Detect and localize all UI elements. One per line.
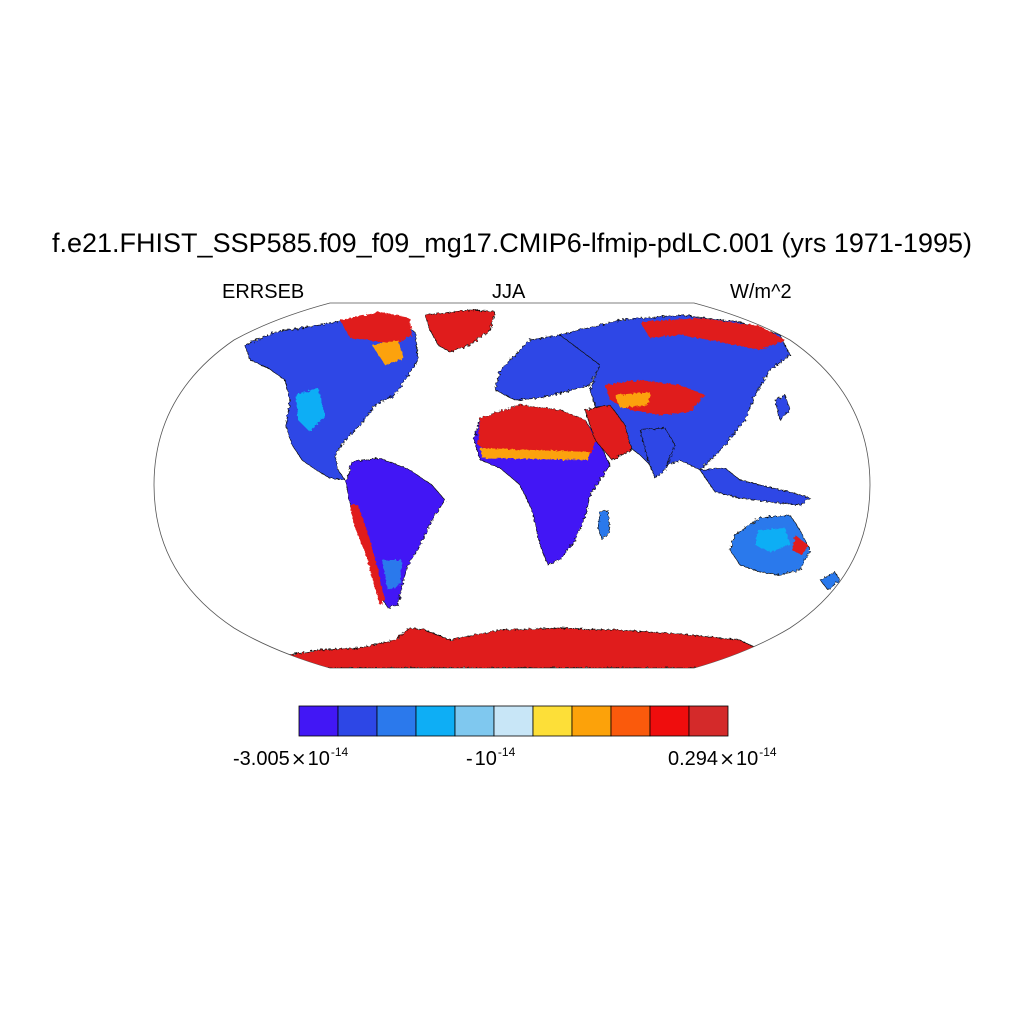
colorbar-box-3 bbox=[415, 705, 456, 737]
colorbar-box-2 bbox=[376, 705, 417, 737]
south-america-south bbox=[382, 560, 402, 590]
season-label: JJA bbox=[492, 281, 526, 303]
colorbar-box-9 bbox=[649, 705, 690, 737]
colorbar-box-5 bbox=[493, 705, 534, 737]
south-america-west bbox=[350, 505, 385, 605]
colorbar-box-8 bbox=[610, 705, 651, 737]
colorbar-label-max: 0.294×10-14 bbox=[668, 745, 777, 770]
sahara bbox=[478, 405, 596, 455]
colorbar-label-min: -3.005×10-14 bbox=[233, 745, 349, 770]
colorbar-box-1 bbox=[337, 705, 378, 737]
greenland bbox=[424, 309, 496, 353]
north-america-arctic bbox=[340, 312, 412, 345]
southeast-asia bbox=[699, 467, 811, 506]
north-america-yellow bbox=[372, 340, 404, 365]
colorbar bbox=[298, 705, 729, 737]
colorbar-label-mid: -10-14 bbox=[466, 745, 516, 770]
units-label: W/m^2 bbox=[730, 281, 792, 303]
colorbar-box-4 bbox=[454, 705, 495, 737]
australia-east bbox=[792, 535, 808, 555]
colorbar-box-10 bbox=[688, 705, 729, 737]
australia-center bbox=[755, 528, 790, 552]
sahel bbox=[480, 448, 590, 460]
asia-arctic bbox=[640, 318, 785, 350]
variable-label: ERRSEB bbox=[222, 281, 305, 303]
asia-yellow bbox=[615, 392, 650, 408]
colorbar-box-7 bbox=[571, 705, 612, 737]
antarctica bbox=[279, 627, 761, 668]
india bbox=[639, 427, 676, 479]
madagascar bbox=[597, 509, 611, 541]
arabia bbox=[584, 404, 633, 461]
plot-title: f.e21.FHIST_SSP585.f09_f09_mg17.CMIP6-lf… bbox=[52, 228, 972, 258]
new-zealand bbox=[819, 571, 841, 591]
north-america-light bbox=[296, 388, 325, 432]
colorbar-box-6 bbox=[532, 705, 573, 737]
colorbar-box-0 bbox=[298, 705, 339, 737]
japan bbox=[774, 394, 791, 421]
